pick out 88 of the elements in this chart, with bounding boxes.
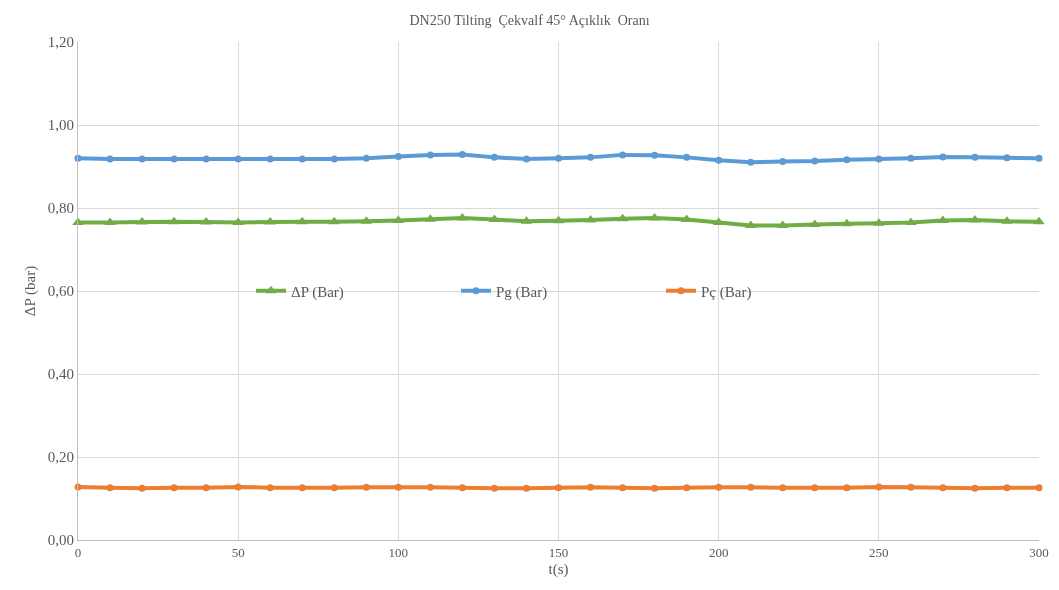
point bbox=[715, 156, 723, 164]
point bbox=[266, 484, 274, 492]
x-tick-label: 200 bbox=[708, 544, 729, 560]
point bbox=[971, 153, 979, 161]
point bbox=[747, 158, 755, 166]
point bbox=[841, 218, 853, 227]
y-tick-label: 0,00 bbox=[47, 532, 74, 549]
point bbox=[555, 484, 562, 492]
x-axis-title: t(s) bbox=[548, 560, 569, 578]
point bbox=[843, 156, 851, 164]
point bbox=[939, 484, 947, 492]
point bbox=[587, 153, 595, 161]
point bbox=[330, 155, 338, 163]
point bbox=[1003, 484, 1011, 492]
point bbox=[779, 158, 787, 166]
point bbox=[202, 155, 210, 163]
y-tick-label: 0,40 bbox=[47, 366, 74, 383]
point bbox=[907, 154, 915, 162]
y-tick-label: 0,20 bbox=[47, 449, 74, 466]
point bbox=[362, 154, 370, 162]
point bbox=[298, 484, 306, 492]
x-tick-label: 150 bbox=[548, 544, 569, 560]
x-tick-label: 100 bbox=[388, 544, 409, 560]
point bbox=[1035, 484, 1043, 492]
y-tick-label: 0,80 bbox=[47, 200, 74, 217]
point bbox=[809, 219, 821, 228]
point bbox=[971, 484, 979, 492]
point bbox=[651, 151, 659, 159]
point bbox=[394, 153, 402, 161]
x-tick-label: 300 bbox=[1029, 544, 1049, 560]
point bbox=[104, 217, 116, 226]
point bbox=[490, 484, 498, 492]
x-tick-label: 50 bbox=[231, 544, 245, 560]
point bbox=[234, 155, 242, 163]
point bbox=[168, 216, 180, 225]
point bbox=[522, 155, 530, 163]
point bbox=[106, 484, 114, 492]
y-tick-label: 0,60 bbox=[47, 283, 74, 300]
point bbox=[170, 484, 178, 492]
point bbox=[683, 153, 691, 161]
y-axis-title: ΔP (bar) bbox=[22, 265, 39, 317]
point bbox=[426, 151, 434, 159]
point bbox=[715, 483, 723, 491]
point bbox=[939, 153, 947, 161]
point bbox=[555, 154, 562, 162]
point bbox=[747, 483, 755, 491]
point bbox=[587, 483, 595, 491]
point bbox=[138, 155, 146, 163]
point bbox=[426, 483, 434, 491]
x-tick-label: 250 bbox=[869, 544, 889, 560]
point bbox=[138, 484, 146, 492]
point bbox=[394, 483, 402, 491]
point bbox=[266, 155, 274, 163]
legend-label: Pg (Bar) bbox=[496, 283, 548, 301]
point bbox=[905, 217, 917, 226]
point bbox=[683, 484, 691, 492]
point bbox=[106, 155, 114, 163]
point bbox=[875, 155, 883, 163]
y-tick-label: 1,20 bbox=[47, 34, 74, 51]
point bbox=[651, 484, 659, 492]
point bbox=[232, 217, 244, 226]
point bbox=[619, 151, 627, 159]
point bbox=[1003, 154, 1011, 162]
point bbox=[619, 484, 627, 492]
point bbox=[811, 484, 819, 492]
point bbox=[811, 157, 819, 165]
point bbox=[843, 484, 851, 492]
legend-label: ΔP (Bar) bbox=[291, 283, 344, 301]
point bbox=[234, 483, 242, 491]
point bbox=[170, 155, 178, 163]
point bbox=[362, 483, 370, 491]
point bbox=[458, 484, 466, 492]
y-tick-label: 1,00 bbox=[47, 117, 74, 134]
point bbox=[490, 153, 498, 161]
point bbox=[202, 484, 210, 492]
point bbox=[522, 484, 530, 492]
point bbox=[458, 150, 466, 158]
chart-title: DN250 Tilting Çekvalf 45° Açıklık Oranı bbox=[409, 12, 650, 28]
point bbox=[330, 484, 338, 492]
legend-label: Pç (Bar) bbox=[701, 283, 752, 301]
point bbox=[1035, 154, 1043, 162]
point bbox=[298, 155, 306, 163]
point bbox=[779, 484, 787, 492]
point bbox=[296, 216, 308, 225]
point bbox=[1033, 216, 1045, 225]
point bbox=[875, 483, 883, 491]
x-tick-label: 0 bbox=[74, 544, 82, 560]
point bbox=[907, 483, 915, 491]
